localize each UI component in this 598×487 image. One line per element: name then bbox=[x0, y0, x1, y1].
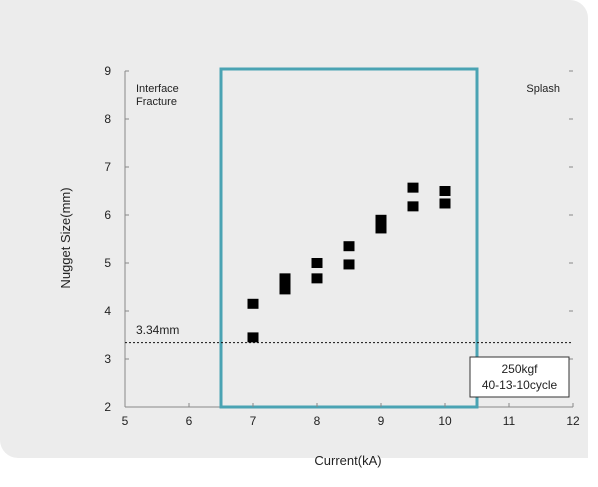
data-point bbox=[375, 223, 387, 234]
y-tick-label: 5 bbox=[104, 256, 111, 270]
condition-cycle: 40-13-10cycle bbox=[482, 378, 558, 392]
y-tick-label: 6 bbox=[104, 208, 111, 222]
x-tick-label: 5 bbox=[122, 414, 129, 428]
y-tick-label: 4 bbox=[104, 304, 111, 318]
axes bbox=[124, 67, 573, 409]
x-axis-label: Current(kA) bbox=[314, 453, 381, 468]
y-tick-label: 8 bbox=[104, 112, 111, 126]
x-tick-label: 12 bbox=[566, 414, 580, 428]
data-point bbox=[247, 332, 259, 343]
x-tick-label: 8 bbox=[314, 414, 321, 428]
y-axis-label: Nugget Size(mm) bbox=[58, 187, 73, 288]
ticks: 5 6 7 8 9 10 11 12 2 3 4 5 6 7 8 9 bbox=[104, 64, 580, 428]
x-tick-label: 7 bbox=[250, 414, 257, 428]
data-point bbox=[343, 241, 355, 252]
x-tick-label: 9 bbox=[378, 414, 385, 428]
annotation-splash: Splash bbox=[526, 83, 560, 95]
condition-box bbox=[469, 356, 570, 398]
data-point bbox=[279, 273, 291, 284]
data-point bbox=[439, 186, 451, 196]
annotation-fracture: Fracture bbox=[136, 96, 177, 108]
reference-line-label: 3.34mm bbox=[136, 323, 179, 337]
data-point bbox=[407, 182, 419, 193]
data-point bbox=[439, 198, 451, 209]
data-point bbox=[343, 259, 355, 270]
y-tick-label: 3 bbox=[104, 352, 111, 366]
condition-force: 250kgf bbox=[501, 362, 538, 376]
x-tick-label: 11 bbox=[503, 414, 516, 428]
y-tick-label: 7 bbox=[104, 160, 111, 174]
data-point bbox=[407, 201, 419, 212]
y-tick-label: 2 bbox=[104, 400, 111, 414]
data-point bbox=[247, 298, 259, 309]
data-point bbox=[311, 273, 323, 284]
x-tick-label: 10 bbox=[438, 414, 452, 428]
data-points bbox=[247, 182, 451, 343]
annotation-interface: Interface bbox=[136, 83, 179, 95]
data-point bbox=[311, 258, 323, 268]
weldable-region-box bbox=[219, 67, 479, 409]
y-tick-label: 9 bbox=[104, 64, 111, 78]
data-point bbox=[279, 284, 291, 295]
x-tick-label: 6 bbox=[186, 414, 193, 428]
